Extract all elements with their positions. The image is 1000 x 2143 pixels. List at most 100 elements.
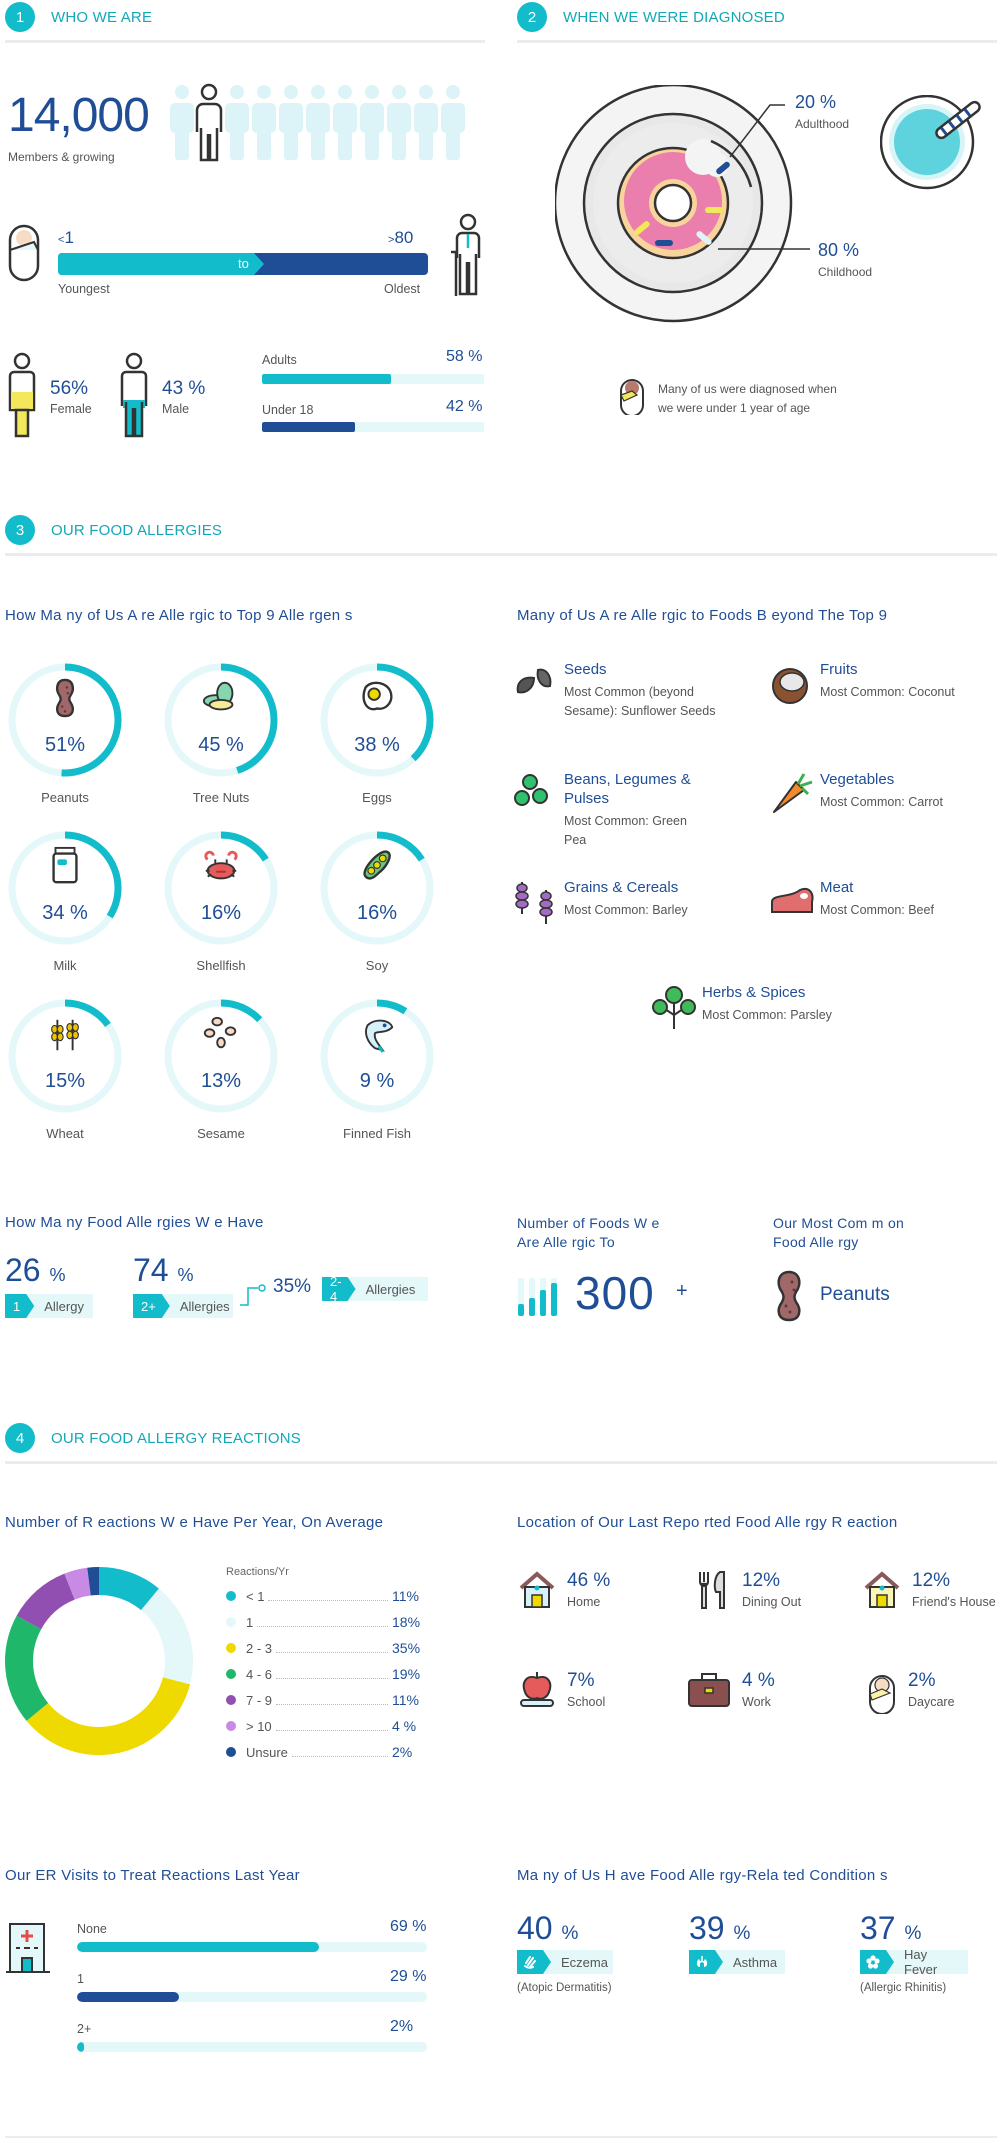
allergen-label: Wheat xyxy=(46,1126,84,1141)
apple-book-icon xyxy=(520,1672,554,1707)
baby-icon xyxy=(8,224,40,282)
allergen-label: Soy xyxy=(365,958,389,973)
adults-pct: 58 % xyxy=(446,348,483,365)
beyond-item-beans: Beans, Legumes & Pulses Most Common: Gree… xyxy=(512,770,762,850)
er-bar-label: None xyxy=(77,1922,107,1936)
num-foods-title: Number of Foods W e Are Alle rgic To xyxy=(517,1215,660,1250)
er-bar xyxy=(77,1992,427,2002)
adulthood-pct: 20 % xyxy=(795,92,837,112)
steak-icon xyxy=(771,888,814,913)
donut-slice xyxy=(26,1677,191,1756)
allergen-ring-shellfish: 16% Shellfish xyxy=(159,826,283,973)
asthma-tag: Asthma xyxy=(689,1950,785,1974)
allergen-pct: 38 % xyxy=(354,734,400,756)
peas-icon xyxy=(514,774,548,806)
hand-icon xyxy=(523,1955,537,1969)
most-common-value: Peanuts xyxy=(820,1284,890,1305)
people-crowd-icon xyxy=(170,83,465,162)
reactions-title: Number of R eactions W e Have Per Year, … xyxy=(5,1514,384,1531)
beyond-item-meat: Meat Most Common: Beef xyxy=(768,878,998,926)
eczema-tag: Eczema xyxy=(517,1950,613,1974)
allergen-label: Sesame xyxy=(197,1126,245,1141)
beyond-item-herbs: Herbs & Spices Most Common: Parsley xyxy=(650,983,900,1031)
baby-icon xyxy=(869,1675,895,1714)
hay-fever-pct: 37 % xyxy=(860,1910,922,1946)
under18-bar xyxy=(262,422,484,432)
diagnosed-note: Many of us were diagnosed when we were u… xyxy=(658,382,837,415)
legend-swatch xyxy=(226,1591,236,1601)
legend-title: Reactions/Yr xyxy=(226,1566,289,1578)
sunflower-seeds-icon xyxy=(516,668,552,694)
divider xyxy=(517,40,997,43)
reactions-donut-chart xyxy=(5,1567,194,1756)
glass-of-water-icon xyxy=(880,95,981,190)
allergen-label: Tree Nuts xyxy=(192,790,250,805)
adulthood-label: Adulthood xyxy=(795,117,850,131)
members-label: Members & growing xyxy=(8,150,115,164)
eczema-pct: 40 % xyxy=(517,1910,579,1946)
lungs-icon xyxy=(695,1955,709,1969)
wheat-icon xyxy=(51,1019,79,1051)
allergen-pct: 51% xyxy=(44,734,86,756)
donut-slice xyxy=(5,1615,49,1721)
legend-swatch xyxy=(226,1643,236,1653)
male-icon xyxy=(120,352,148,438)
two-to-four-tag: 2-4 Allergies xyxy=(322,1277,428,1301)
top9-title: How Ma ny of Us A re Alle rgic to Top 9 … xyxy=(5,607,353,624)
flower-icon xyxy=(866,1955,880,1969)
progress-ring xyxy=(320,999,434,1113)
tree-nut-icon xyxy=(202,681,234,711)
progress-ring xyxy=(320,663,434,777)
progress-ring xyxy=(164,831,278,945)
childhood-pct: 80 % xyxy=(818,240,860,260)
legend-item: Unsure 2% xyxy=(226,1744,426,1760)
section-title: WHEN WE WERE DIAGNOSED xyxy=(563,8,785,26)
donut-slice xyxy=(99,1567,159,1611)
progress-ring xyxy=(164,663,278,777)
elderly-person-icon xyxy=(451,213,481,296)
allergen-pct: 16% xyxy=(356,902,398,924)
section-title: OUR FOOD ALLERGY REACTIONS xyxy=(51,1429,301,1447)
adults-label: Adults xyxy=(262,353,297,367)
footer-divider xyxy=(5,2136,997,2138)
allergen-pct: 13% xyxy=(200,1070,242,1092)
progress-ring xyxy=(320,831,434,945)
er-bar xyxy=(77,1942,427,1952)
allergen-ring-finned-fish: 9 % Finned Fish xyxy=(315,994,439,1141)
section-header-food-allergies: 3 OUR FOOD ALLERGIES xyxy=(5,515,222,545)
house-icon xyxy=(519,1571,555,1608)
age-max: >80 xyxy=(388,228,414,247)
allergen-ring-milk: 34 % Milk xyxy=(3,826,127,973)
hay-fever-subtitle: (Allergic Rhinitis) xyxy=(860,1982,947,1994)
allergen-label: Eggs xyxy=(362,790,392,805)
beyond-item-seeds: Seeds Most Common (beyond Sesame): Sunflo… xyxy=(512,660,762,721)
section-number: 1 xyxy=(5,2,35,32)
beyond-item-grains: Grains & Cereals Most Common: Barley xyxy=(512,878,762,926)
beyond-title: Many of Us A re Alle rgic to Foods B eyo… xyxy=(517,607,888,624)
location-item-home: 46 % Home xyxy=(517,1570,610,1610)
divider xyxy=(5,40,485,43)
under18-pct: 42 % xyxy=(446,398,483,415)
num-foods-plus: + xyxy=(676,1280,688,1302)
legend-item: 7 - 9 11% xyxy=(226,1692,426,1708)
female-icon xyxy=(8,352,36,438)
how-many-title: How Ma ny Food Alle rgies W e Have xyxy=(5,1214,264,1231)
egg-icon xyxy=(362,681,393,711)
fish-icon xyxy=(365,1019,394,1053)
infant-icon xyxy=(620,379,644,415)
allergen-ring-tree-nuts: 45 % Tree Nuts xyxy=(159,658,283,805)
allergen-ring-soy: 16% Soy xyxy=(315,826,439,973)
peanut-icon xyxy=(777,1270,801,1322)
allergen-ring-peanuts: 51% Peanuts xyxy=(3,658,127,805)
youngest-label: Youngest xyxy=(58,282,110,296)
section-header-reactions: 4 OUR FOOD ALLERGY REACTIONS xyxy=(5,1423,301,1453)
section-number: 3 xyxy=(5,515,35,545)
legend-item: 1 18% xyxy=(226,1614,426,1630)
er-bar-pct: 2% xyxy=(390,2018,414,2035)
two-plus-tag: 2+ Allergies xyxy=(133,1294,233,1318)
allergen-label: Finned Fish xyxy=(343,1126,411,1141)
peanut-icon xyxy=(55,678,75,718)
section-header-diagnosed: 2 WHEN WE WERE DIAGNOSED xyxy=(517,2,785,32)
under18-label: Under 18 xyxy=(262,403,314,417)
allergen-ring-eggs: 38 % Eggs xyxy=(315,658,439,805)
